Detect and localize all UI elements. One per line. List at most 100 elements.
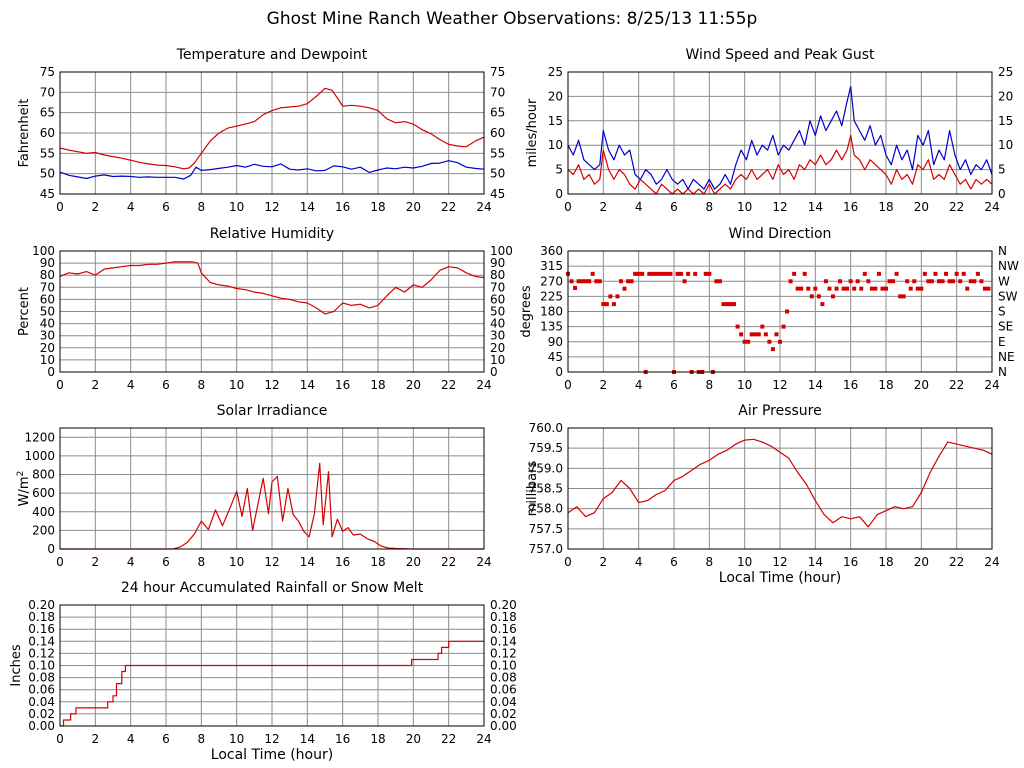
y-right-tick-label: N <box>998 365 1007 379</box>
data-point <box>640 271 645 276</box>
y-tick-label: 80 <box>40 268 55 282</box>
x-tick-label: 12 <box>264 555 279 569</box>
y-right-tick-label: 65 <box>490 106 505 120</box>
x-tick-label: 24 <box>476 200 491 214</box>
data-point <box>721 302 726 307</box>
data-point <box>619 279 623 284</box>
data-point <box>725 302 729 307</box>
data-point <box>590 271 595 276</box>
y-right-tick-label: W <box>998 274 1010 288</box>
y-tick-label: 90 <box>548 335 563 349</box>
y-tick-label: 0.16 <box>28 622 55 636</box>
data-point <box>742 339 747 344</box>
plot-frame <box>59 604 485 727</box>
y-tick-label: 0.02 <box>28 707 55 721</box>
data-point <box>760 324 765 329</box>
y-tick-label: 0.00 <box>28 719 55 733</box>
x-tick-label: 0 <box>564 555 572 569</box>
x-tick-label: 10 <box>737 555 752 569</box>
x-tick-label: 12 <box>264 200 279 214</box>
x-tick-label: 10 <box>229 200 244 214</box>
y-right-tick-label: 0.02 <box>490 707 517 721</box>
y-right-tick-label: 0.00 <box>490 719 517 733</box>
y-right-tick-label: 90 <box>490 256 505 270</box>
plot-frame <box>567 427 993 550</box>
x-tick-label: 12 <box>772 555 787 569</box>
y-tick-label: 25 <box>548 65 563 79</box>
data-point <box>601 302 606 307</box>
data-point <box>732 302 737 307</box>
y-right-tick-label: 20 <box>490 341 505 355</box>
y-tick-label: 50 <box>40 167 55 181</box>
y-axis-label: Percent <box>17 287 32 336</box>
data-point <box>611 302 616 307</box>
x-tick-label: 6 <box>162 200 170 214</box>
y-right-tick-label: 0.04 <box>490 695 517 709</box>
y-right-tick-label: S <box>998 305 1006 319</box>
y-tick-label: 30 <box>40 329 55 343</box>
data-point <box>838 279 843 284</box>
y-right-tick-label: 5 <box>998 163 1006 177</box>
y-tick-label: 757.0 <box>529 542 563 556</box>
series-line-red <box>59 261 485 315</box>
x-tick-label: 24 <box>984 555 999 569</box>
y-tick-label: 0.10 <box>28 659 55 673</box>
data-point <box>615 294 620 299</box>
data-point <box>926 279 931 284</box>
y-tick-label: 10 <box>548 138 563 152</box>
x-tick-label: 14 <box>300 378 315 392</box>
plot-frame <box>59 427 485 550</box>
data-point <box>767 339 772 344</box>
y-right-tick-label: 80 <box>490 268 505 282</box>
y-right-tick-label: 45 <box>490 187 505 201</box>
y-right-tick-label: 50 <box>490 305 505 319</box>
x-tick-label: 6 <box>162 732 170 746</box>
data-point <box>703 271 708 276</box>
x-tick-label: 4 <box>127 732 135 746</box>
y-right-tick-label: 10 <box>998 138 1013 152</box>
x-axis-label: Local Time (hour) <box>211 747 333 763</box>
y-right-tick-label: 70 <box>490 280 505 294</box>
data-point <box>820 302 825 307</box>
x-tick-label: 2 <box>92 555 100 569</box>
y-tick-label: 270 <box>540 274 563 288</box>
x-tick-label: 14 <box>300 200 315 214</box>
y-tick-label: 225 <box>540 289 563 303</box>
data-point <box>841 286 846 291</box>
y-right-tick-label: 0.16 <box>490 622 517 636</box>
data-point <box>679 271 684 276</box>
series-line-red <box>567 438 993 528</box>
data-point <box>636 271 641 276</box>
data-point <box>756 332 761 337</box>
y-axis-label-superscript: 2 <box>16 471 26 477</box>
data-point <box>746 339 751 344</box>
data-point <box>876 271 881 276</box>
data-point <box>668 271 673 276</box>
y-right-tick-label: 60 <box>490 126 505 140</box>
y-tick-label: 50 <box>40 305 55 319</box>
data-point <box>937 279 941 284</box>
chart-title: Wind Direction <box>729 226 832 242</box>
x-tick-label: 24 <box>476 378 491 392</box>
x-tick-label: 20 <box>406 378 421 392</box>
data-point <box>717 279 722 284</box>
y-right-tick-label: 25 <box>998 65 1013 79</box>
data-point <box>813 286 818 291</box>
x-tick-label: 12 <box>264 732 279 746</box>
data-point <box>587 279 592 284</box>
y-tick-label: 0.20 <box>28 598 55 612</box>
chart-title: Relative Humidity <box>210 226 334 242</box>
x-tick-label: 22 <box>441 732 456 746</box>
y-tick-label: 315 <box>540 259 563 273</box>
y-right-tick-label: 0.18 <box>490 610 517 624</box>
data-point <box>693 271 698 276</box>
y-right-tick-label: 0.06 <box>490 683 517 697</box>
data-point <box>823 279 828 284</box>
data-point <box>785 309 790 314</box>
y-right-tick-label: 0.12 <box>490 646 517 660</box>
plot-frame <box>567 250 993 373</box>
x-tick-label: 16 <box>335 200 350 214</box>
y-right-tick-label: 20 <box>998 89 1013 103</box>
